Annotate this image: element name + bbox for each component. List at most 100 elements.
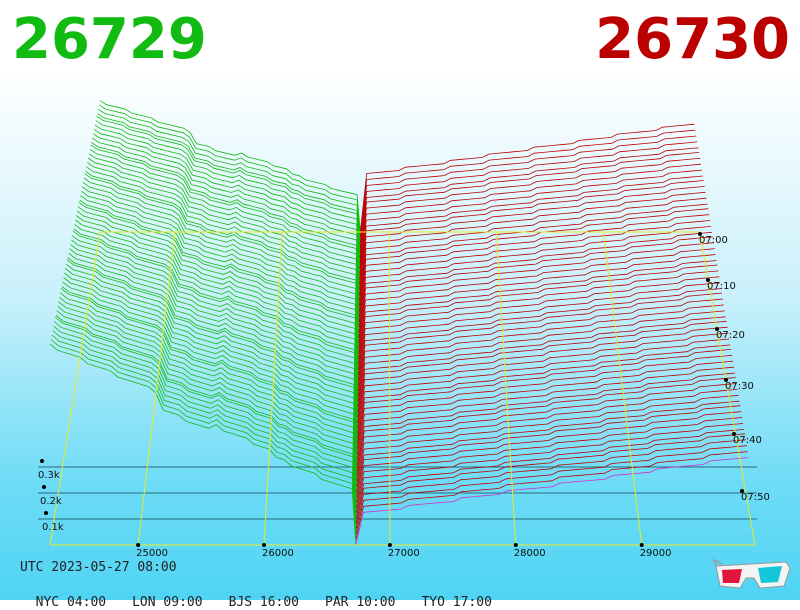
ask-depth-line — [359, 180, 704, 286]
bid-depth-line — [94, 124, 361, 264]
ask-depth-line — [358, 254, 716, 355]
ask-depth-line — [357, 292, 723, 392]
ask-depth-line — [358, 208, 709, 312]
bid-depth-line — [87, 162, 360, 312]
time-tick-label: 07:40 — [733, 435, 762, 446]
ask-depth-line — [357, 344, 731, 439]
bid-depth-line — [80, 195, 359, 355]
ask-depth-line — [358, 203, 708, 307]
price-tick-dot — [639, 543, 644, 547]
bid-depth-line — [78, 201, 359, 365]
ask-depth-line — [358, 197, 707, 302]
ask-depth-line — [356, 372, 735, 466]
bid-depth-line — [53, 325, 357, 524]
time-tick-dot — [698, 232, 702, 236]
bid-depth-line — [65, 263, 358, 445]
bid-depth-line — [55, 314, 357, 508]
ask-depth-line — [355, 433, 746, 524]
ask-depth-line — [359, 129, 696, 238]
ask-depth-line — [358, 231, 713, 333]
ask-depth-line — [355, 451, 748, 540]
bid-depth-line — [93, 128, 361, 270]
ask-depth-line — [356, 377, 736, 471]
ask-depth-line — [357, 338, 730, 434]
bid-depth-line — [53, 321, 357, 519]
price-tick-dot — [136, 543, 141, 547]
bid-depth-line — [79, 199, 359, 360]
ask-depth-line — [359, 191, 706, 296]
ask-depth-line — [356, 417, 743, 508]
ask-depth-line — [359, 135, 697, 243]
bid-depth-line — [65, 268, 358, 450]
bid-depth-line — [58, 301, 357, 492]
bid-depth-line — [92, 137, 360, 280]
time-tick-dot — [732, 432, 736, 436]
ask-depth-line — [357, 276, 720, 376]
bid-depth-line — [88, 153, 360, 302]
bid-depth-line — [70, 239, 359, 413]
ask-depth-line — [359, 157, 701, 264]
ask-price: 26730 — [595, 7, 790, 72]
bid-depth-line — [87, 157, 360, 307]
price-tick-dot — [513, 543, 518, 547]
bid-depth-line — [77, 206, 359, 370]
volume-tick-dot — [40, 459, 44, 463]
bid-depth-line — [98, 104, 361, 238]
time-tick-dot — [740, 489, 744, 493]
price-gridline — [388, 231, 391, 546]
bid-depth-line — [72, 230, 359, 402]
bid-depth-line — [86, 166, 360, 317]
bid-depth-line — [51, 334, 357, 535]
bid-depth-line — [59, 296, 358, 487]
ask-depth-line — [357, 282, 721, 381]
price-gridline — [495, 231, 517, 546]
bid-depth-line — [82, 182, 360, 339]
bid-depth-line — [83, 177, 360, 333]
ask-depth-line — [357, 270, 719, 370]
bid-depth-line — [63, 277, 358, 461]
bid-depth-line — [59, 292, 358, 482]
ask-depth-line — [356, 360, 734, 455]
volume-tick-label: 0.1k — [42, 522, 64, 533]
time-tick-label: 07:20 — [716, 330, 745, 341]
price-gridline — [603, 231, 643, 546]
ask-depth-line — [355, 429, 745, 519]
ask-depth-line — [357, 320, 727, 418]
bid-depth-line — [98, 108, 361, 243]
ask-depth-line — [358, 260, 717, 360]
price-time-grid — [49, 231, 756, 546]
ask-depth-line — [356, 383, 737, 477]
ask-depth-line — [357, 326, 728, 424]
clock-nyc: NYC 04:00 — [35, 595, 107, 610]
bid-depth-line — [70, 243, 359, 418]
bid-depth-line — [76, 215, 359, 381]
bid-depth-line — [67, 257, 358, 434]
ask-depth-line — [355, 445, 747, 535]
utc-time: UTC 2023-05-27 08:00 — [20, 560, 177, 575]
bid-price: 26729 — [12, 7, 207, 72]
ask-depth-line — [356, 400, 740, 492]
price-tick-dot — [262, 543, 267, 547]
axis-labels: 0.1k 0.2k 0.3k 25000 26000 27000 28000 29000 07:… — [38, 232, 770, 559]
bid-depth-line — [66, 259, 358, 439]
clock-bjs: BJS 16:00 — [228, 595, 300, 610]
ask-depth-line — [358, 236, 713, 339]
world-clocks: NYC 04:00 LON 09:00 BJS 16:00 PAR 10:00 TYO … — [20, 580, 518, 610]
ask-depth-line — [357, 310, 725, 408]
bid-depth-line — [92, 133, 361, 275]
ask-depth-line — [359, 123, 695, 233]
3d-glasses-icon[interactable] — [712, 556, 792, 592]
price-tick-label: 25000 — [136, 548, 168, 559]
ask-depth-line — [358, 220, 711, 323]
bid-depth-line — [54, 316, 357, 514]
volume-tick-label: 0.3k — [38, 470, 60, 481]
bid-depth-line — [81, 186, 360, 344]
ask-depth-line — [355, 423, 744, 514]
price-tick-label: 29000 — [640, 548, 672, 559]
ask-depth-line — [359, 141, 698, 248]
ask-depth-line — [355, 439, 746, 530]
ask-depth-line — [356, 354, 733, 450]
ask-depth-line — [356, 366, 735, 461]
price-gridline — [263, 231, 283, 546]
ask-depth-line — [356, 394, 739, 487]
